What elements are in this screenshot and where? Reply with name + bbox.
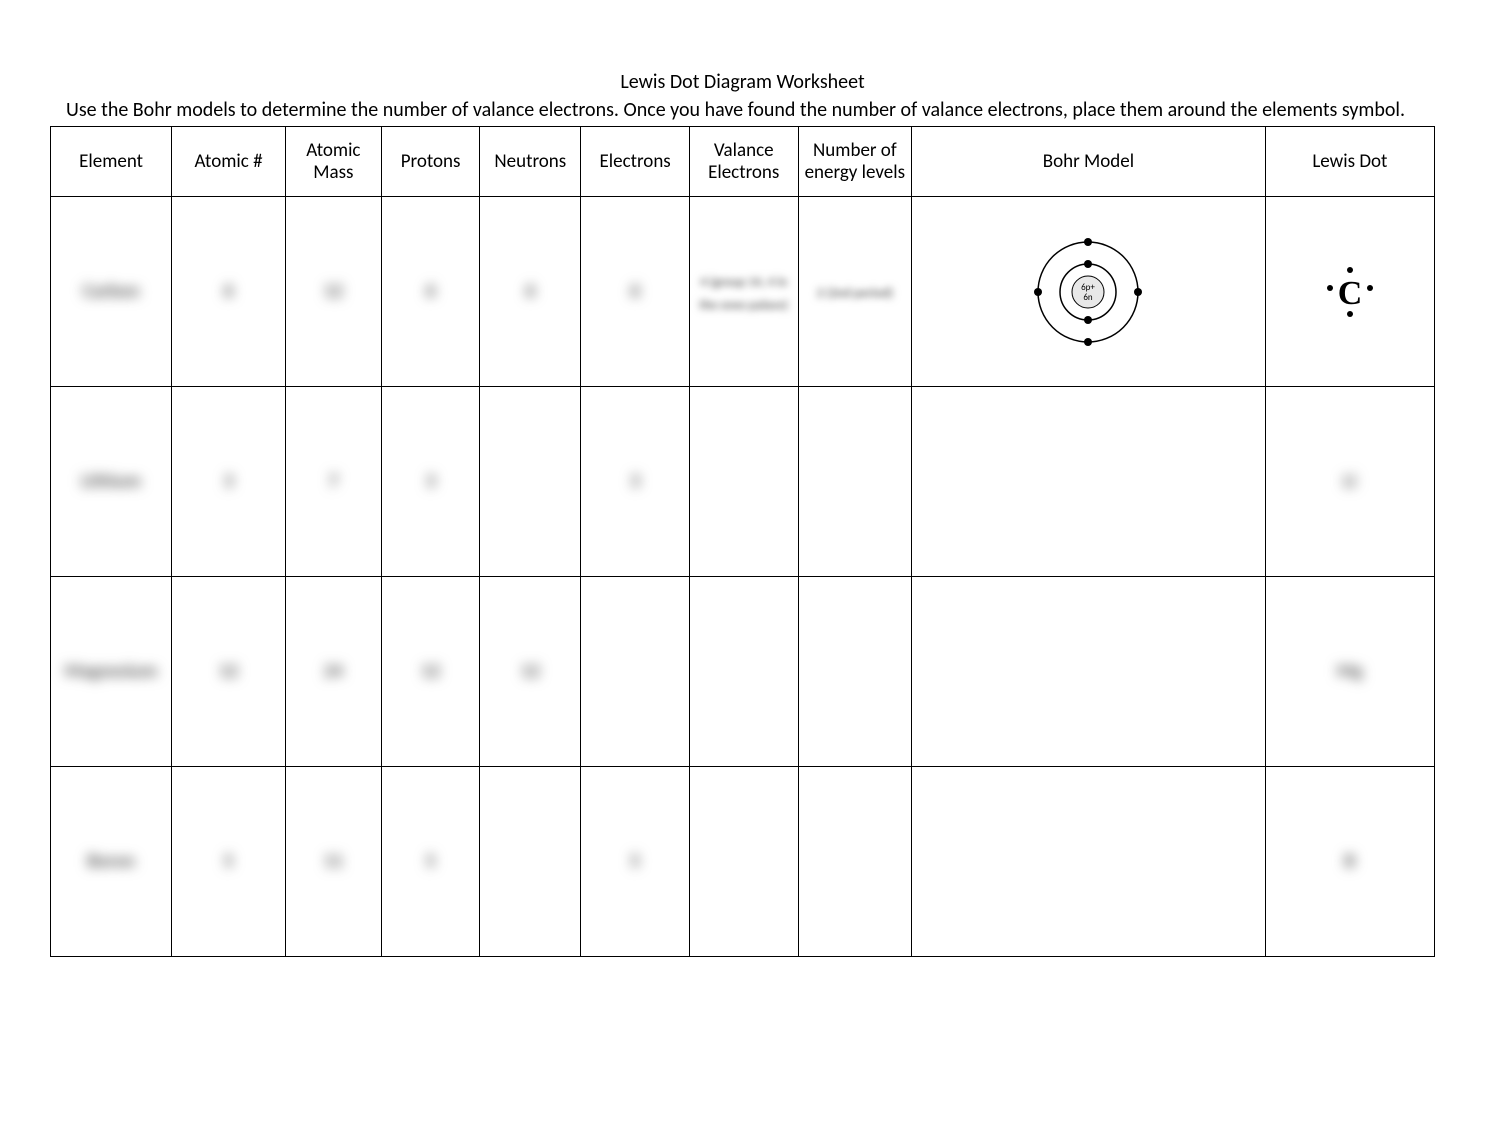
- cell-bohr: [912, 767, 1266, 957]
- cell-lewis: C: [1265, 197, 1434, 387]
- worksheet-table: Element Atomic # Atomic Mass Protons Neu…: [50, 126, 1435, 957]
- cell-element: Lithium: [51, 387, 172, 577]
- cell-lewis: B: [1265, 767, 1434, 957]
- cell-protons: 12: [381, 577, 479, 767]
- cell-protons: 6: [381, 197, 479, 387]
- cell-valence: 4 (group 14, 4 in the ones palace): [689, 197, 798, 387]
- cell-bohr: 6p+6n: [912, 197, 1266, 387]
- cell-protons: 5: [381, 767, 479, 957]
- col-electrons: Electrons: [581, 127, 690, 197]
- col-element: Element: [51, 127, 172, 197]
- cell-atomic-mass: 12: [285, 197, 381, 387]
- table-row: Carbon6126664 (group 14, 4 in the ones p…: [51, 197, 1435, 387]
- cell-electrons: 5: [581, 767, 690, 957]
- col-lewis: Lewis Dot: [1265, 127, 1434, 197]
- worksheet-page: Lewis Dot Diagram Worksheet Use the Bohr…: [0, 0, 1485, 957]
- cell-neutrons: [480, 387, 581, 577]
- col-valence: Valance Electrons: [689, 127, 798, 197]
- cell-atomic-num: 3: [172, 387, 286, 577]
- col-protons: Protons: [381, 127, 479, 197]
- col-bohr: Bohr Model: [912, 127, 1266, 197]
- cell-element: Carbon: [51, 197, 172, 387]
- cell-bohr: [912, 387, 1266, 577]
- table-row: Lithium3733Li: [51, 387, 1435, 577]
- table-row: Boron51155B: [51, 767, 1435, 957]
- svg-text:6n: 6n: [1084, 292, 1094, 303]
- svg-text:C: C: [1338, 275, 1363, 312]
- cell-electrons: 3: [581, 387, 690, 577]
- cell-valence: [689, 387, 798, 577]
- cell-element: Magnesium: [51, 577, 172, 767]
- cell-lewis: Mg: [1265, 577, 1434, 767]
- cell-neutrons: 6: [480, 197, 581, 387]
- col-energy-levels: Number of energy levels: [798, 127, 912, 197]
- table-header-row: Element Atomic # Atomic Mass Protons Neu…: [51, 127, 1435, 197]
- cell-valence: [689, 577, 798, 767]
- cell-energy-levels: [798, 387, 912, 577]
- col-atomic-num: Atomic #: [172, 127, 286, 197]
- cell-lewis: Li: [1265, 387, 1434, 577]
- cell-atomic-mass: 24: [285, 577, 381, 767]
- cell-neutrons: 12: [480, 577, 581, 767]
- cell-element: Boron: [51, 767, 172, 957]
- cell-bohr: [912, 577, 1266, 767]
- cell-energy-levels: [798, 577, 912, 767]
- cell-energy-levels: 2 (2nd period): [798, 197, 912, 387]
- cell-energy-levels: [798, 767, 912, 957]
- cell-neutrons: [480, 767, 581, 957]
- cell-valence: [689, 767, 798, 957]
- page-title: Lewis Dot Diagram Worksheet: [50, 70, 1435, 94]
- cell-atomic-num: 6: [172, 197, 286, 387]
- cell-protons: 3: [381, 387, 479, 577]
- cell-electrons: 6: [581, 197, 690, 387]
- cell-atomic-mass: 7: [285, 387, 381, 577]
- cell-atomic-mass: 11: [285, 767, 381, 957]
- instructions-text: Use the Bohr models to determine the num…: [66, 98, 1419, 122]
- cell-atomic-num: 12: [172, 577, 286, 767]
- cell-atomic-num: 5: [172, 767, 286, 957]
- table-row: Magnesium12241212Mg: [51, 577, 1435, 767]
- col-neutrons: Neutrons: [480, 127, 581, 197]
- bohr-model-icon: 6p+6n: [1008, 217, 1168, 367]
- col-atomic-mass: Atomic Mass: [285, 127, 381, 197]
- cell-electrons: [581, 577, 690, 767]
- lewis-dot-icon: C: [1300, 252, 1400, 332]
